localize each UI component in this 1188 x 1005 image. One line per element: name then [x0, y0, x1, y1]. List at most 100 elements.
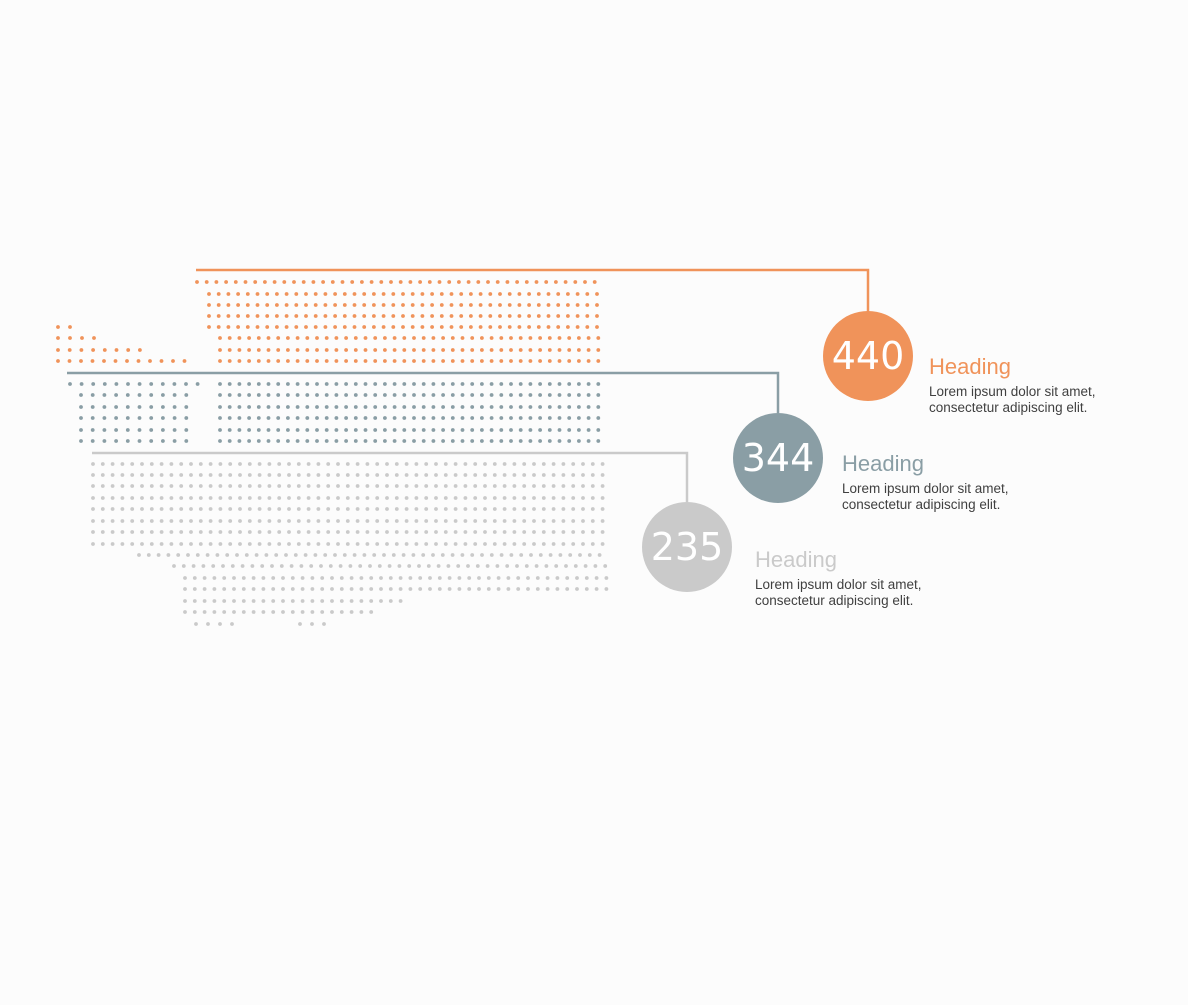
map-dot — [295, 359, 300, 363]
map-dot — [261, 587, 266, 591]
map-dot — [603, 564, 608, 568]
map-dot — [430, 325, 434, 329]
map-dot — [502, 542, 507, 546]
map-dot — [247, 359, 252, 363]
map-dot — [571, 507, 576, 511]
map-dot — [214, 280, 219, 284]
map-dot — [375, 530, 380, 534]
map-dot — [222, 610, 227, 614]
map-dot — [556, 314, 561, 318]
map-dot — [286, 439, 290, 443]
map-dot — [499, 359, 504, 363]
map-dot — [417, 564, 421, 568]
map-dot — [324, 439, 329, 443]
map-dot — [324, 382, 329, 386]
map-dot — [304, 292, 308, 296]
map-dot — [527, 325, 531, 329]
map-dot — [581, 484, 585, 488]
map-dot — [418, 587, 423, 591]
map-dot — [353, 393, 358, 397]
map-dot — [547, 359, 552, 363]
map-dot — [247, 462, 252, 466]
map-dot — [421, 393, 426, 397]
map-dot — [267, 496, 272, 500]
map-dot — [475, 564, 480, 568]
map-dot — [450, 428, 455, 432]
map-dot — [470, 416, 475, 420]
map-dot — [313, 292, 318, 296]
item-heading: Heading — [842, 451, 924, 476]
map-dot — [489, 336, 494, 340]
map-dot — [251, 599, 256, 603]
map-dot — [365, 507, 370, 511]
map-dot — [369, 280, 374, 284]
map-dot — [596, 428, 601, 432]
map-dot — [473, 519, 478, 523]
map-dot — [172, 382, 177, 386]
map-dot — [172, 405, 177, 409]
map-dot — [266, 428, 271, 432]
map-dot — [453, 542, 458, 546]
map-dot — [495, 564, 500, 568]
map-dot — [460, 393, 465, 397]
map-dot — [443, 484, 448, 488]
map-dot — [365, 530, 370, 534]
map-dot — [238, 462, 242, 466]
map-dot — [363, 416, 368, 420]
map-dot — [439, 292, 444, 296]
map-dot — [385, 542, 389, 546]
map-dot — [232, 576, 236, 580]
map-dot — [421, 416, 426, 420]
map-dot — [548, 553, 553, 557]
map-dot — [334, 336, 339, 340]
map-dot — [404, 484, 409, 488]
map-dot — [186, 553, 190, 557]
map-dot — [443, 496, 448, 500]
map-dot — [382, 553, 386, 557]
map-dot — [306, 519, 311, 523]
map-dot — [449, 314, 454, 318]
map-dot — [434, 496, 438, 500]
map-dot — [414, 542, 419, 546]
map-dot — [360, 280, 364, 284]
map-dot — [192, 599, 197, 603]
map-dot — [237, 416, 242, 420]
map-dot — [56, 325, 60, 329]
map-dot — [309, 564, 314, 568]
map-dot — [398, 587, 403, 591]
map-dot — [509, 348, 513, 352]
map-dot — [277, 530, 282, 534]
map-dot — [295, 405, 300, 409]
map-dot — [191, 564, 196, 568]
map-dot — [238, 507, 242, 511]
map-dot — [518, 348, 523, 352]
map-dot — [294, 314, 299, 318]
map-dot — [558, 553, 563, 557]
map-dot — [218, 416, 222, 420]
map-dot — [557, 382, 562, 386]
map-dot — [375, 542, 380, 546]
map-dot — [554, 280, 558, 284]
map-dot — [257, 519, 262, 523]
map-dot — [515, 564, 519, 568]
map-dot — [534, 280, 539, 284]
map-dot — [571, 462, 576, 466]
map-dot — [304, 314, 308, 318]
map-dot — [428, 587, 432, 591]
map-dot — [499, 428, 504, 432]
map-dot — [149, 473, 154, 477]
map-dot — [498, 292, 502, 296]
map-dot — [287, 496, 291, 500]
map-dot — [373, 336, 378, 340]
map-dot — [441, 382, 445, 386]
map-dot — [363, 382, 368, 386]
map-dot — [375, 473, 380, 477]
map-dot — [469, 314, 473, 318]
map-dot — [522, 473, 527, 477]
map-dot — [295, 416, 300, 420]
map-dot — [359, 587, 364, 591]
map-dot — [577, 359, 581, 363]
map-dot — [286, 359, 290, 363]
map-dot — [345, 462, 350, 466]
